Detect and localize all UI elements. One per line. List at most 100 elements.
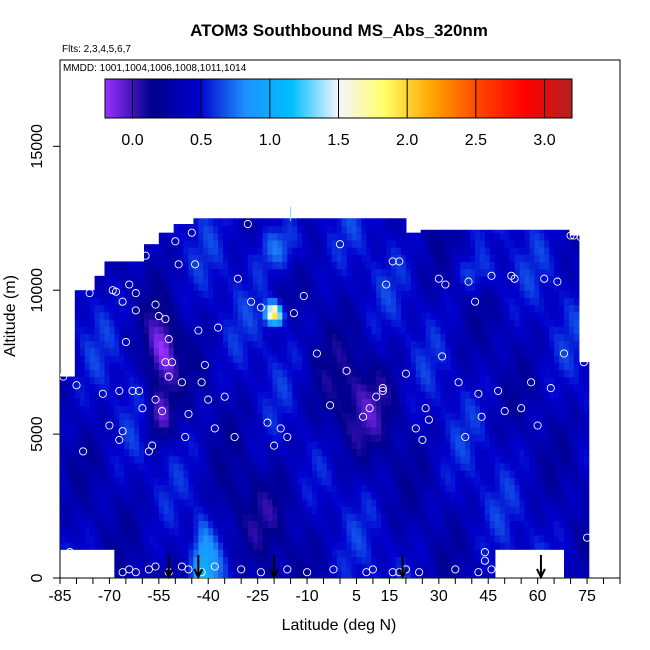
- heatmap-cell: [223, 376, 229, 385]
- heatmap-cell: [435, 534, 442, 543]
- heatmap-cell: [549, 268, 555, 277]
- heatmap-cell: [405, 283, 412, 291]
- heatmap-cell: [228, 491, 234, 500]
- heatmap-cell: [282, 268, 288, 277]
- heatmap-cell: [267, 412, 274, 421]
- heatmap-cell: [198, 426, 204, 435]
- heatmap-cell: [228, 383, 234, 392]
- heatmap-cell: [316, 448, 323, 457]
- heatmap-cell: [144, 491, 150, 500]
- heatmap-cell: [578, 405, 585, 414]
- heatmap-cell: [583, 470, 590, 478]
- heatmap-cell: [509, 283, 516, 291]
- heatmap-cell: [203, 354, 209, 363]
- heatmap-cell: [475, 347, 481, 356]
- heatmap-cell: [228, 549, 234, 558]
- heatmap-cell: [484, 275, 491, 284]
- heatmap-cell: [326, 412, 333, 421]
- heatmap-cell: [386, 426, 392, 435]
- heatmap-cell: [94, 542, 101, 550]
- heatmap-cell: [208, 290, 214, 299]
- heatmap-cell: [94, 426, 101, 435]
- heatmap-cell: [99, 470, 106, 478]
- heatmap-cell: [84, 434, 91, 442]
- heatmap-cell: [178, 304, 185, 313]
- heatmap-cell: [262, 390, 269, 399]
- heatmap-cell: [400, 419, 407, 428]
- heatmap-cell: [74, 405, 81, 414]
- heatmap-cell: [267, 232, 274, 241]
- heatmap-cell: [573, 426, 580, 435]
- heatmap-cell: [134, 362, 140, 370]
- heatmap-cell: [539, 448, 545, 457]
- heatmap-cell: [188, 333, 195, 342]
- heatmap-cell: [109, 383, 115, 392]
- heatmap-cell: [578, 534, 585, 543]
- heatmap-cell: [302, 570, 308, 578]
- heatmap-cell: [282, 311, 288, 320]
- heatmap-cell: [139, 520, 145, 529]
- heatmap-cell: [568, 470, 575, 478]
- heatmap-cell: [148, 491, 155, 500]
- heatmap-cell: [228, 376, 234, 385]
- heatmap-cell: [484, 254, 491, 263]
- heatmap-cell: [139, 570, 145, 578]
- heatmap-cell: [450, 333, 456, 342]
- heatmap-cell: [307, 542, 313, 550]
- heatmap-cell: [183, 455, 190, 464]
- heatmap-cell: [554, 498, 560, 507]
- heatmap-cell: [484, 549, 491, 558]
- heatmap-cell: [114, 570, 120, 578]
- heatmap-cell: [242, 333, 249, 342]
- heatmap-cell: [203, 470, 209, 478]
- heatmap-cell: [460, 527, 466, 536]
- heatmap-cell: [396, 239, 402, 248]
- heatmap-cell: [173, 275, 180, 284]
- heatmap-cell: [203, 247, 209, 255]
- heatmap-cell: [119, 283, 125, 291]
- heatmap-cell: [376, 261, 382, 270]
- heatmap-cell: [455, 333, 461, 342]
- heatmap-cell: [188, 498, 195, 507]
- heatmap-cell: [119, 426, 125, 435]
- heatmap-cell: [405, 484, 412, 493]
- heatmap-cell: [139, 326, 145, 334]
- heatmap-cell: [351, 405, 358, 414]
- heatmap-cell: [326, 434, 333, 442]
- heatmap-cell: [124, 405, 130, 414]
- heatmap-cell: [183, 527, 190, 536]
- heatmap-cell: [287, 484, 293, 493]
- heatmap-cell: [277, 311, 283, 320]
- heatmap-cell: [410, 268, 417, 277]
- heatmap-cell: [564, 434, 570, 442]
- heatmap-cell: [346, 484, 353, 493]
- heatmap-cell: [114, 484, 120, 493]
- heatmap-cell: [480, 484, 486, 493]
- heatmap-cell: [252, 254, 259, 263]
- heatmap-cell: [237, 470, 244, 478]
- heatmap-cell: [74, 491, 81, 500]
- heatmap-cell: [386, 390, 392, 399]
- heatmap-cell: [465, 462, 471, 471]
- heatmap-cell: [445, 527, 451, 536]
- heatmap-cell: [460, 405, 466, 414]
- heatmap-cell: [262, 520, 269, 529]
- heatmap-cell: [391, 326, 397, 334]
- heatmap-cell: [158, 232, 165, 241]
- heatmap-cell: [524, 390, 531, 399]
- heatmap-cell: [242, 362, 249, 370]
- heatmap-cell: [247, 527, 254, 536]
- heatmap-cell: [386, 534, 392, 543]
- heatmap-cell: [129, 520, 135, 529]
- heatmap-cell: [89, 498, 96, 507]
- heatmap-cell: [489, 542, 496, 550]
- heatmap-cell: [272, 448, 279, 457]
- heatmap-cell: [163, 232, 170, 241]
- heatmap-cell: [391, 491, 397, 500]
- heatmap-cell: [435, 247, 442, 255]
- heatmap-cell: [450, 283, 456, 291]
- heatmap-cell: [554, 520, 560, 529]
- heatmap-cell: [371, 268, 377, 277]
- heatmap-cell: [465, 229, 471, 234]
- heatmap-cell: [336, 398, 343, 406]
